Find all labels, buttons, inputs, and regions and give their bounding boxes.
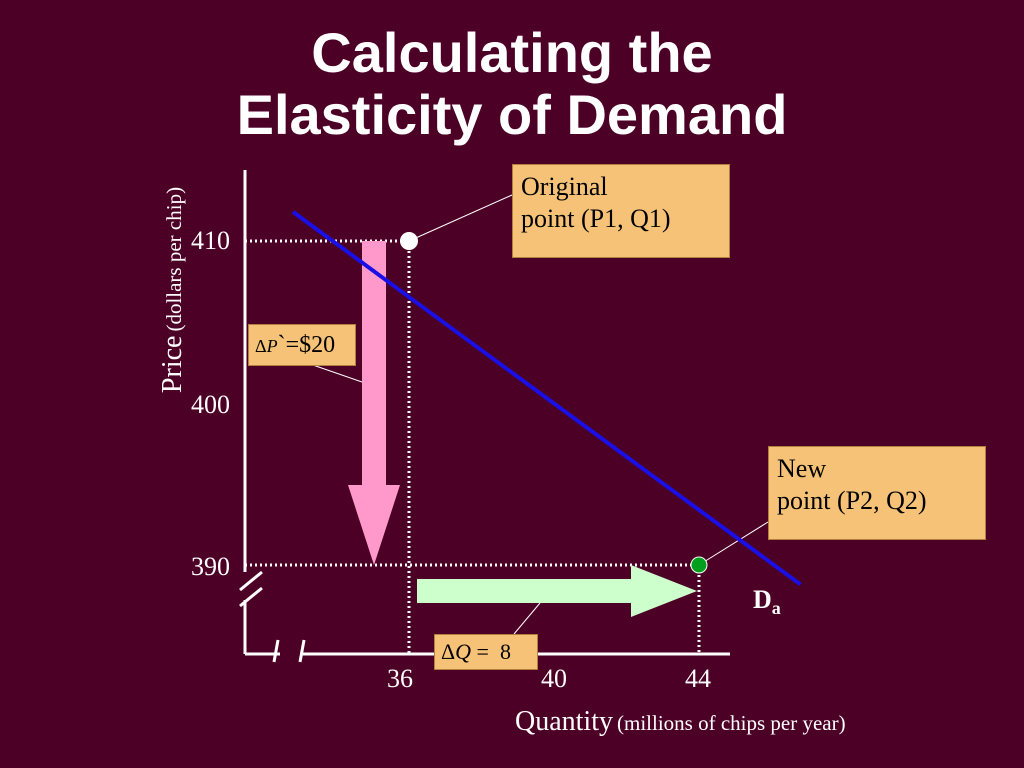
y-axis-break-mark-2 — [239, 586, 263, 608]
x-axis-unit-text: (millions of chips per year) — [617, 711, 846, 735]
demand-curve-label-main: D — [753, 585, 772, 614]
delta-q-callout-leader — [513, 602, 541, 635]
delta-p-var: P — [266, 336, 278, 356]
new-point-marker — [690, 556, 708, 574]
original-callout-leader — [408, 194, 513, 242]
delta-p-tick: ` — [277, 332, 286, 358]
delta-q-arrow — [417, 565, 697, 617]
x-axis-break-mark-2 — [298, 639, 306, 663]
change-arrows — [348, 241, 697, 617]
delta-p-callout: ΔP`=$20 — [248, 324, 356, 366]
original-callout-line-1: Original — [521, 172, 608, 201]
y-tick-label-410: 410 — [191, 226, 230, 255]
x-axis-label: Quantity (millions of chips per year) — [515, 706, 846, 738]
x-tick-label-40: 40 — [541, 664, 567, 693]
original-point-marker — [400, 232, 418, 250]
title-line-1: Calculating the — [311, 21, 713, 84]
delta-p-arrow — [348, 241, 400, 565]
y-tick-label-400: 400 — [191, 390, 230, 419]
delta-symbol: Δ — [441, 639, 456, 664]
data-points — [400, 232, 708, 574]
x-axis-label-text: Quantity — [515, 706, 613, 737]
delta-symbol: Δ — [255, 336, 267, 356]
new-callout-line-2: point (P2, Q2) — [777, 486, 927, 515]
y-axis-label-text: Price — [157, 335, 188, 394]
delta-p-value: =$20 — [285, 332, 336, 358]
page-title: Calculating the Elasticity of Demand — [0, 22, 1024, 146]
new-callout-leader — [698, 521, 769, 566]
x-tick-label-36: 36 — [387, 664, 413, 693]
x-tick-label-44: 44 — [685, 664, 711, 693]
demand-curve-group — [291, 210, 802, 587]
demand-curve-line — [291, 210, 802, 587]
delta-p-callout-leader — [309, 363, 363, 383]
demand-curve-label-sub: a — [771, 598, 781, 619]
y-axis-unit-text: (dollars per chip) — [162, 186, 186, 332]
demand-curve-label: Da — [753, 585, 781, 619]
delta-q-value: = 8 — [471, 639, 511, 664]
delta-q-callout: ΔQ = 8 — [434, 634, 538, 670]
title-line-2: Elasticity of Demand — [236, 83, 788, 146]
delta-q-var: Q — [455, 639, 472, 664]
y-axis-break-mark-1 — [239, 570, 263, 592]
y-tick-label-390: 390 — [191, 552, 230, 581]
callout-leader-lines — [309, 194, 769, 635]
original-callout-line-2: point (P1, Q1) — [521, 204, 671, 233]
original-point-callout: Original point (P1, Q1) — [512, 164, 730, 258]
x-axis-break-mark-1 — [272, 639, 280, 663]
new-callout-line-1: New — [777, 454, 827, 483]
new-point-callout: New point (P2, Q2) — [768, 446, 986, 540]
